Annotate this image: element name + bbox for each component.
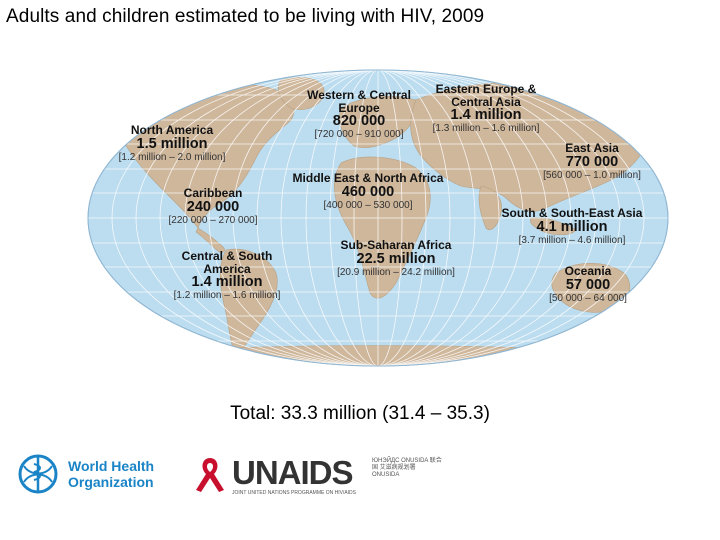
region-value: 1.4 million (191, 274, 263, 291)
region-range: [3.7 million – 4.6 million] (518, 234, 626, 246)
region-east-asia: East Asia 770 000 [560 000 – 1.0 million… (532, 142, 652, 181)
who-name-line2: Organization (68, 474, 154, 490)
region-name: Caribbean (183, 186, 243, 200)
region-north-america: North America 1.5 million [1.2 million –… (118, 124, 226, 163)
region-range: [720 000 – 910 000] (314, 129, 404, 141)
region-south-southeast-asia: South & South-East Asia 4.1 million [3.7… (488, 207, 656, 246)
world-map-graphic (87, 69, 669, 367)
region-range: [50 000 – 64 000] (549, 292, 627, 304)
region-range: [20.9 million – 24.2 million] (337, 266, 455, 278)
who-name: World Health Organization (68, 458, 154, 490)
land-new-zealand (642, 312, 652, 334)
region-range: [1.2 million – 2.0 million] (118, 151, 226, 163)
region-oceania: Oceania 57 000 [50 000 – 64 000] (536, 265, 640, 304)
region-range: [400 000 – 530 000] (323, 199, 413, 211)
who-emblem-icon (18, 454, 58, 494)
unaids-name: UNAIDS (232, 454, 354, 491)
unaids-logo: UNAIDS JOINT UNITED NATIONS PROGRAMME ON… (190, 452, 442, 500)
region-name: North America (130, 123, 214, 137)
region-eastern-europe-central-asia: Eastern Europe & Central Asia 1.4 millio… (424, 83, 548, 135)
who-name-line1: World Health (68, 458, 155, 474)
region-range: [1.3 million – 1.6 million] (432, 123, 540, 135)
region-value: 4.1 million (536, 218, 608, 235)
region-name: Eastern Europe & Central Asia (435, 82, 537, 109)
region-range: [220 000 – 270 000] (168, 214, 258, 226)
region-name: Sub-Saharan Africa (340, 238, 452, 252)
land-india (478, 185, 502, 230)
who-logo: World Health Organization (16, 452, 156, 500)
world-map (86, 68, 670, 368)
region-range: [560 000 – 1.0 million] (543, 169, 641, 181)
region-range: [1.2 million – 1.6 million] (173, 290, 281, 302)
region-value: 22.5 million (356, 250, 436, 267)
region-value: 1.4 million (450, 107, 522, 124)
red-ribbon-icon (196, 458, 224, 492)
map-title: Adults and children estimated to be livi… (6, 6, 485, 27)
region-value: 460 000 (341, 183, 395, 200)
region-name: Western & Central Europe (307, 88, 411, 115)
region-value: 820 000 (332, 113, 386, 130)
total-estimate: Total: 33.3 million (31.4 – 35.3) (230, 403, 490, 424)
region-value: 770 000 (565, 153, 619, 170)
land-central-america (195, 227, 225, 253)
region-name: Central & South America (181, 249, 273, 276)
region-name: Oceania (564, 264, 612, 278)
region-caribbean: Caribbean 240 000 [220 000 – 270 000] (158, 187, 268, 226)
region-name: East Asia (565, 141, 619, 155)
region-central-south-america: Central & South America 1.4 million [1.2… (162, 250, 292, 302)
unaids-subtitle: JOINT UNITED NATIONS PROGRAMME ON HIV/AI… (232, 490, 356, 496)
region-sub-saharan-africa: Sub-Saharan Africa 22.5 million [20.9 mi… (324, 239, 468, 278)
region-name: South & South-East Asia (501, 206, 643, 220)
region-value: 240 000 (186, 198, 240, 215)
land-africa (334, 156, 431, 299)
region-value: 57 000 (565, 276, 611, 293)
region-western-central-europe: Western & Central Europe 820 000 [720 00… (302, 89, 416, 141)
region-value: 1.5 million (136, 135, 208, 152)
land-southeast-asia (530, 217, 577, 236)
region-middle-east-north-africa: Middle East & North Africa 460 000 [400 … (278, 172, 458, 211)
region-name: Middle East & North Africa (292, 171, 444, 185)
unaids-languages: ЮНЭЙДС ONUSIDA 联合国 艾滋病规划署 ONUSIDA (372, 458, 442, 478)
